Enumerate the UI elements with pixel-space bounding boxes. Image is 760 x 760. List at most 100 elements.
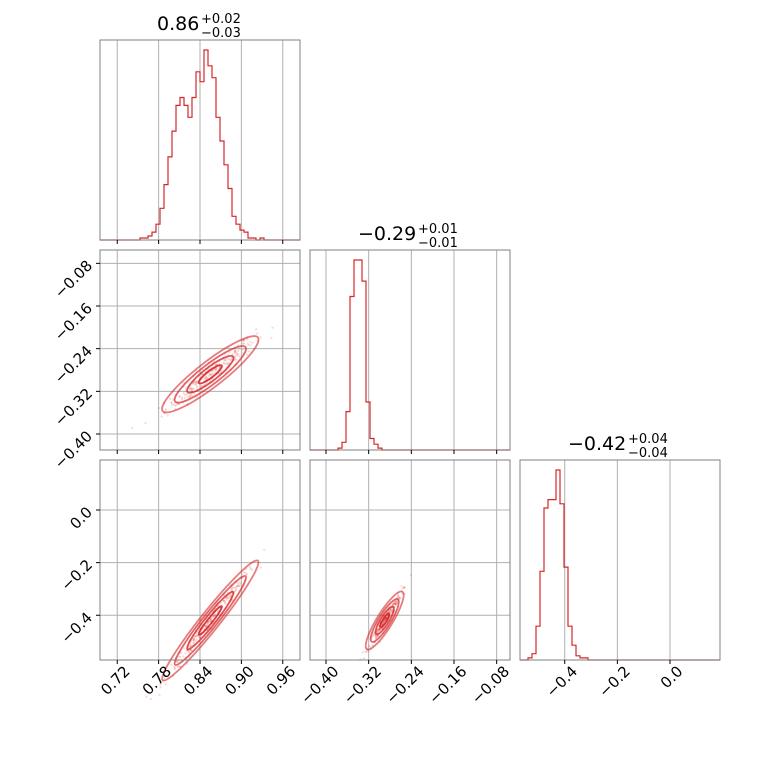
sample-point (213, 371, 216, 374)
sample-point (189, 644, 192, 648)
sample-point (215, 368, 218, 371)
sample-point (233, 350, 236, 353)
sample-point (238, 580, 241, 584)
sample-point (237, 353, 240, 356)
title-plus: +0.01 (418, 222, 458, 237)
sample-point (377, 629, 380, 632)
sample-point (190, 387, 193, 390)
sample-point (236, 354, 239, 357)
sample-point (242, 571, 245, 574)
sample-point (192, 641, 195, 644)
sample-point (176, 665, 179, 668)
sample-point (192, 637, 195, 640)
sample-point (259, 336, 262, 339)
panel-frame (309, 249, 511, 451)
sample-point (385, 616, 388, 620)
sample-point (145, 695, 148, 698)
density-contour (374, 605, 395, 636)
density-contour (186, 354, 235, 394)
sample-point (172, 403, 175, 406)
sample-point (192, 387, 195, 390)
x-tick-label: −0.2 (595, 662, 633, 700)
sample-point (230, 588, 233, 591)
sample-point (226, 596, 229, 599)
sample-point (372, 633, 375, 637)
sample-point (210, 374, 213, 377)
sample-point (195, 380, 199, 383)
sample-point (232, 586, 235, 589)
sample-point (242, 339, 245, 342)
sample-point (374, 637, 377, 640)
sample-point (194, 381, 197, 384)
sample-point (403, 586, 406, 589)
sample-point (397, 596, 400, 599)
sample-point (378, 628, 381, 631)
sample-point (388, 610, 391, 613)
sample-point (195, 638, 198, 641)
density-contour (369, 598, 400, 643)
title-main: 0.86 (157, 13, 199, 35)
sample-point (149, 697, 153, 701)
sample-point (173, 668, 177, 671)
sample-point (392, 603, 395, 607)
density-contour (173, 575, 247, 666)
sample-point (196, 385, 199, 388)
sample-point (389, 609, 392, 612)
sample-point (384, 618, 387, 621)
sample-point (193, 638, 196, 641)
sample-point (178, 665, 181, 668)
sample-point (198, 636, 201, 639)
sample-point (178, 395, 181, 398)
sample-point (376, 630, 379, 633)
sample-point (390, 609, 393, 612)
sample-point (226, 361, 229, 364)
panel-2-0 (96, 459, 301, 701)
sample-point (193, 392, 196, 395)
density-contour (379, 612, 391, 629)
y-tick-label: −0.08 (51, 257, 96, 302)
sample-point (384, 618, 387, 621)
title-minus: −0.04 (628, 446, 668, 461)
sample-point (378, 628, 381, 631)
panel-frame (519, 459, 721, 661)
density-contour (197, 364, 223, 385)
sample-point (234, 350, 237, 353)
sample-point (190, 388, 193, 391)
sample-point (234, 588, 237, 591)
sample-point (271, 326, 274, 329)
sample-point (228, 593, 231, 597)
sample-point (246, 342, 249, 345)
sample-point (377, 628, 380, 632)
sample-point (177, 655, 181, 658)
sample-point (233, 349, 236, 353)
sample-point (247, 343, 250, 347)
sample-point (207, 621, 210, 624)
sample-point (394, 600, 397, 603)
sample-point (212, 615, 215, 618)
sample-point (235, 358, 238, 361)
sample-point (236, 584, 239, 587)
title-param-0: 0.86 +0.02 −0.03 (157, 12, 241, 41)
sample-point (384, 617, 387, 620)
sample-point (194, 634, 197, 638)
sample-point (390, 610, 393, 613)
y-tick-label: −0.32 (51, 385, 96, 430)
sample-point (225, 596, 228, 599)
sample-point (403, 586, 406, 589)
sample-point (248, 566, 252, 569)
sample-point (222, 599, 225, 602)
sample-point (225, 362, 228, 365)
sample-point (202, 376, 205, 380)
sample-point (206, 621, 210, 625)
sample-point (204, 625, 207, 628)
x-tick-label: −0.24 (382, 662, 427, 707)
sample-point (365, 650, 368, 653)
sample-point (186, 395, 189, 398)
sample-point (189, 394, 192, 397)
sample-point (211, 372, 214, 375)
sample-point (246, 353, 249, 356)
sample-point (249, 344, 252, 347)
title-minus: −0.01 (418, 236, 458, 251)
title-minus: −0.03 (201, 26, 241, 41)
